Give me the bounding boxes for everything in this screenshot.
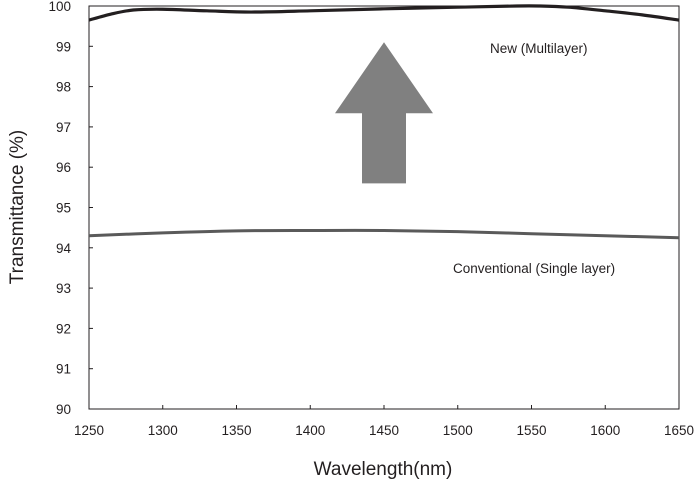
y-tick-label: 95: [56, 201, 71, 216]
annotation-multilayer: New (Multilayer): [490, 41, 588, 56]
y-tick-label: 90: [56, 402, 71, 417]
y-axis-title: Transmittance (%): [7, 130, 28, 285]
y-tick-label: 92: [56, 321, 71, 336]
x-tick-label: 1300: [148, 423, 178, 438]
x-tick-label: 1600: [590, 423, 620, 438]
x-tick-label: 1450: [369, 423, 399, 438]
y-tick-label: 93: [56, 281, 71, 296]
series-layer: [88, 4, 680, 240]
x-tick-label: 1350: [221, 423, 251, 438]
annotation-single-layer: Conventional (Single layer): [453, 261, 615, 276]
y-tick-label: 94: [56, 241, 72, 256]
y-tick-label: 97: [56, 120, 71, 135]
x-tick-label: 1250: [74, 423, 104, 438]
y-tick-label: 100: [48, 0, 71, 14]
y-tick-label: 91: [56, 362, 71, 377]
y-tick-label: 99: [56, 39, 71, 54]
x-tick-label: 1550: [516, 423, 546, 438]
x-axis-title: Wavelength(nm): [314, 459, 453, 480]
series-line-multilayer: [88, 4, 680, 22]
x-tick-label: 1650: [664, 423, 694, 438]
x-tick-label: 1500: [443, 423, 473, 438]
annotation-layer: New (Multilayer) Conventional (Single lay…: [453, 41, 615, 276]
y-tick-label: 96: [56, 160, 71, 175]
series-line-single-layer: [88, 228, 680, 240]
x-tick-label: 1400: [295, 423, 325, 438]
tick-layer: 1250 1300 1350 1400 1450 1500 1550 1600 1650 90 91…: [48, 0, 694, 438]
y-tick-label: 98: [56, 80, 71, 95]
up-arrow-icon: [335, 42, 433, 184]
arrow-layer: [335, 42, 433, 184]
